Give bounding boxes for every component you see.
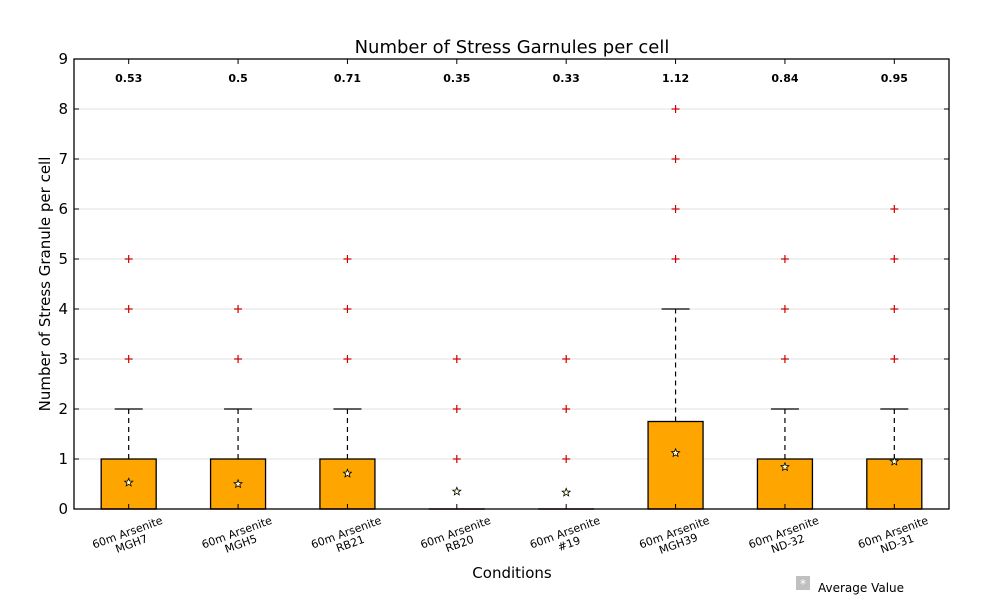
outlier-point [890,305,898,313]
grid-layer [74,109,949,459]
outlier-point [343,305,351,313]
legend-swatch-icon: * [800,577,806,591]
box-layer: 0.53 0.5 0.71 0.35 0.33 1.12 0.84 0.95 [101,72,922,509]
y-tick-label: 1 [58,450,68,468]
x-tick-label: 60m ArseniteMGH5 [200,514,278,563]
chart-title: Number of Stress Garnules per cell [355,37,670,58]
outlier-point [890,255,898,263]
mean-value-label: 0.35 [443,72,470,85]
x-tick-label: 60m ArseniteND-31 [856,514,934,563]
y-tick-label: 4 [58,300,68,318]
x-tick-label: 60m ArseniteRB21 [309,514,387,563]
outlier-point [125,255,133,263]
mean-value-label: 0.71 [334,72,361,85]
y-tick-label: 9 [58,50,68,68]
outlier-point [672,205,680,213]
outlier-point [125,355,133,363]
box [320,459,375,509]
outlier-point [234,355,242,363]
mean-value-label: 0.5 [228,72,248,85]
x-tick-label: 60m Arsenite#19 [528,514,606,563]
outlier-point [234,305,242,313]
x-tick-label: 60m ArseniteMGH7 [91,514,169,563]
y-tick-label: 7 [58,150,68,168]
y-tick-label: 3 [58,350,68,368]
plot-frame [74,59,949,509]
box [867,459,922,509]
x-axis-label: Conditions [472,564,552,582]
outlier-point [781,355,789,363]
y-tick-label: 2 [58,400,68,418]
mean-marker [453,487,461,495]
outlier-point [562,455,570,463]
box [648,422,703,510]
outlier-point [562,405,570,413]
outlier-point [453,355,461,363]
y-tick-label: 8 [58,100,68,118]
axis-layer: 0 1 2 3 4 5 6 7 8 9 60m ArseniteMGH7 60m ArseniteMG… [58,50,949,563]
outlier-point [672,105,680,113]
y-tick-label: 0 [58,500,68,518]
y-tick-label: 5 [58,250,68,268]
x-tick-label: 60m ArseniteND-32 [747,514,825,563]
outlier-point [781,255,789,263]
outlier-point [343,355,351,363]
mean-value-label: 1.12 [662,72,689,85]
outlier-point [890,355,898,363]
outlier-point [672,155,680,163]
outlier-point [343,255,351,263]
outlier-point [453,405,461,413]
outlier-point [890,205,898,213]
outlier-point [781,305,789,313]
mean-value-label: 0.95 [881,72,908,85]
y-axis-label: Number of Stress Granule per cell [36,157,54,412]
legend: * Average Value [796,576,904,595]
y-tick-label: 6 [58,200,68,218]
legend-label: Average Value [818,581,904,595]
outlier-point [125,305,133,313]
outlier-point [672,255,680,263]
x-tick-label: 60m ArseniteMGH39 [637,514,715,563]
outlier-point [453,455,461,463]
mean-marker [562,488,570,496]
mean-value-label: 0.84 [771,72,798,85]
outlier-point [562,355,570,363]
mean-value-label: 0.53 [115,72,142,85]
mean-value-label: 0.33 [553,72,580,85]
x-tick-label: 60m ArseniteRB20 [419,514,497,563]
